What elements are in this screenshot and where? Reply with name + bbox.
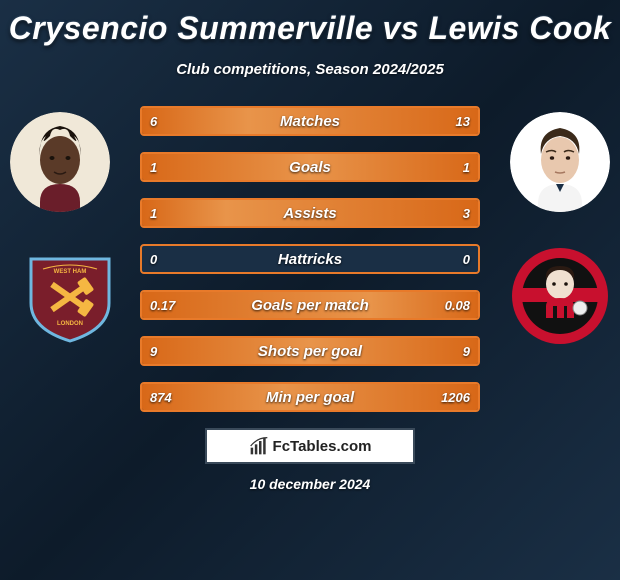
club-left-crest: WEST HAM LONDON [20, 246, 120, 346]
stat-bar: 13Assists [140, 198, 480, 228]
player-left-avatar [10, 112, 110, 212]
branding-text: FcTables.com [273, 438, 372, 455]
stat-bars: 613Matches 11Goals 13Assists 0 0Hattricks 0.1… [140, 106, 480, 412]
date-text: 10 december 2024 [0, 476, 620, 492]
stat-fill-right [283, 384, 478, 410]
player-right-avatar-inner [510, 112, 610, 212]
stat-bar: 99Shots per goal [140, 336, 480, 366]
stat-fill-right [370, 292, 478, 318]
stat-value-left: 0 [150, 246, 157, 272]
stat-fill-right [226, 200, 478, 226]
stat-fill-left [142, 200, 226, 226]
stat-fill-left [142, 384, 283, 410]
stat-bar: 0 0Hattricks [140, 244, 480, 274]
player-left-avatar-inner [10, 112, 110, 212]
stat-fill-right [310, 154, 478, 180]
bournemouth-crest-icon [510, 246, 610, 346]
player-right-avatar [510, 112, 610, 212]
player-right-portrait [510, 112, 610, 212]
stat-fill-left [142, 108, 248, 134]
west-ham-crest-icon: WEST HAM LONDON [25, 249, 115, 343]
stat-fill-right [248, 108, 478, 134]
svg-text:WEST HAM: WEST HAM [54, 269, 87, 275]
page-title: Crysencio Summerville vs Lewis Cook [0, 0, 620, 47]
stat-bar: 0.170.08Goals per match [140, 290, 480, 320]
stat-value-right: 0 [463, 246, 470, 272]
player-left-portrait [10, 112, 110, 212]
comparison-content: WEST HAM LONDON 613Matches11 [0, 106, 620, 412]
club-right-crest [510, 246, 610, 346]
stat-fill-right [310, 338, 478, 364]
stat-fill-left [142, 154, 310, 180]
branding-chart-icon [249, 436, 269, 456]
branding-box[interactable]: FcTables.com [205, 428, 415, 464]
stat-fill-left [142, 338, 310, 364]
stat-fill-left [142, 292, 370, 318]
svg-text:LONDON: LONDON [57, 321, 83, 327]
stat-bar: 613Matches [140, 106, 480, 136]
stat-bar: 8741206Min per goal [140, 382, 480, 412]
subtitle: Club competitions, Season 2024/2025 [0, 61, 620, 78]
stat-label: Hattricks [142, 246, 478, 272]
stat-bar: 11Goals [140, 152, 480, 182]
